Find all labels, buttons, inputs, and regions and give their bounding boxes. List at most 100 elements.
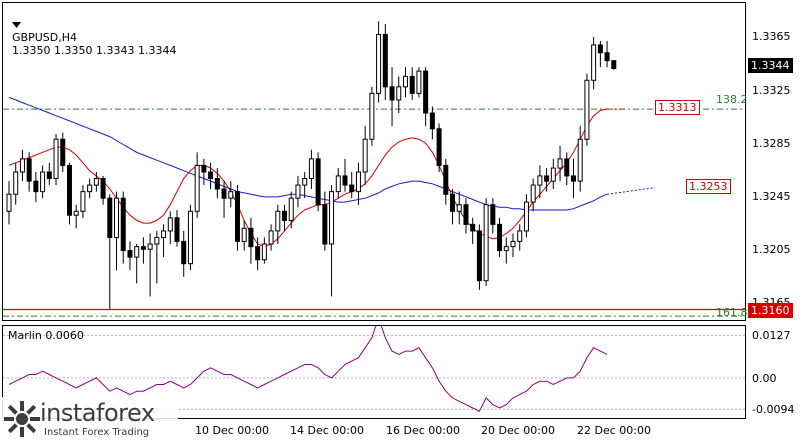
oscillator-title: Marlin 0.0060 — [8, 329, 84, 342]
candle — [456, 191, 462, 225]
bull-candle-body — [456, 204, 462, 212]
bull-candle-body — [134, 246, 140, 258]
candle — [40, 165, 46, 199]
bear-candle-body — [214, 178, 220, 190]
price-chart-panel[interactable] — [2, 2, 746, 321]
candle — [87, 178, 93, 199]
candle — [550, 158, 556, 190]
bull-candle-body — [376, 33, 382, 94]
bear-candle-body — [443, 164, 449, 195]
candle — [174, 209, 180, 247]
bear-candle-body — [470, 223, 476, 232]
bull-candle-body — [268, 230, 274, 245]
bear-candle-body — [463, 204, 469, 225]
triangle-down-icon[interactable] — [12, 21, 22, 29]
candle — [362, 126, 368, 186]
chart-header: GBPUSD,H4 1.3350 1.3350 1.3343 1.3344 — [5, 5, 176, 57]
bull-candle-body — [308, 158, 314, 180]
candle — [369, 86, 375, 146]
bear-candle-body — [26, 158, 32, 182]
bull-candle-body — [335, 175, 341, 193]
candle — [53, 133, 59, 186]
candle — [497, 217, 503, 258]
candle — [463, 198, 469, 234]
bull-candle-body — [517, 230, 523, 242]
bull-candle-body — [19, 158, 25, 173]
bull-candle-body — [557, 158, 563, 169]
candle — [208, 162, 214, 190]
bear-candle-body — [429, 112, 435, 130]
bull-candle-body — [530, 184, 536, 203]
candle — [134, 244, 140, 284]
candle — [154, 230, 160, 284]
candle — [436, 123, 442, 172]
bull-candle-body — [73, 210, 79, 216]
candle — [570, 158, 576, 199]
bull-candle-body — [93, 178, 99, 186]
candle — [409, 67, 415, 100]
bear-candle-body — [140, 246, 146, 250]
bull-candle-body — [154, 236, 160, 245]
candle — [523, 194, 529, 238]
bear-candle-body — [349, 184, 355, 193]
bear-candle-body — [476, 230, 482, 282]
bear-candle-body — [389, 86, 395, 101]
candle — [483, 198, 489, 286]
candle — [60, 132, 66, 172]
bear-candle-body — [33, 180, 39, 193]
price-label-2: 1.3325 — [752, 84, 791, 97]
time-label-3: 16 Dec 00:00 — [386, 424, 460, 437]
bear-candle-body — [342, 175, 348, 186]
osc-label-3: -0.0094 — [752, 403, 795, 416]
time-label-1: 10 Dec 00:00 — [195, 424, 269, 437]
candle — [261, 237, 267, 264]
candle — [315, 152, 321, 212]
candle — [228, 181, 234, 208]
candle — [355, 162, 361, 205]
candle — [201, 158, 207, 186]
osc-label-2: 0.00 — [752, 372, 777, 385]
bear-candle-body — [201, 164, 207, 173]
candle — [597, 40, 603, 68]
candle — [221, 181, 227, 218]
candle — [557, 145, 563, 182]
oscillator-svg — [3, 326, 745, 412]
bear-candle-body — [564, 158, 570, 177]
bear-candle-body — [107, 197, 113, 238]
candle — [584, 73, 590, 146]
candle — [234, 185, 240, 251]
bull-candle-body — [261, 243, 267, 261]
bull-candle-body — [523, 201, 529, 232]
bear-candle-body — [181, 240, 187, 265]
time-label-2: 14 Dec 00:00 — [290, 424, 364, 437]
bear-candle-body — [174, 217, 180, 242]
bear-candle-body — [282, 210, 288, 221]
fibo-138-label: 138.2 — [716, 93, 748, 106]
candle — [302, 171, 308, 199]
candle — [295, 175, 301, 208]
candle — [443, 158, 449, 205]
candle — [503, 237, 509, 264]
osc-label-1: 0.0127 — [752, 329, 791, 342]
bear-candle-body — [423, 70, 429, 114]
candle — [591, 37, 597, 90]
candle — [349, 171, 355, 199]
candle — [33, 171, 39, 203]
price-label-1: 1.3365 — [752, 30, 791, 43]
candle — [450, 189, 456, 225]
bear-candle-body — [597, 44, 603, 54]
price-label-5: 1.3205 — [752, 243, 791, 256]
bull-candle-body — [40, 171, 46, 193]
candle — [510, 233, 516, 258]
blue-moving-average — [8, 96, 608, 211]
candle — [604, 40, 610, 68]
candle — [13, 162, 19, 205]
bull-candle-body — [329, 191, 335, 245]
candle — [335, 168, 341, 199]
candle — [517, 224, 523, 251]
candle — [308, 149, 314, 190]
bull-candle-body — [241, 227, 247, 242]
bull-candle-body — [6, 193, 12, 212]
bear-candle-body — [322, 204, 328, 245]
bull-candle-body — [503, 246, 509, 252]
